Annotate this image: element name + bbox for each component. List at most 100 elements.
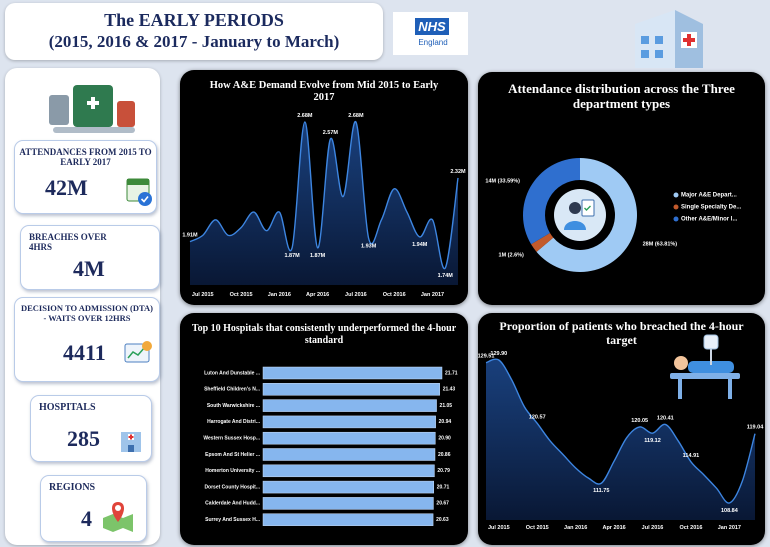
data-label: 111.75 — [593, 488, 609, 494]
data-label: 119.12 — [644, 438, 661, 444]
x-tick-label: Oct 2015 — [230, 292, 253, 298]
line — [189, 121, 459, 270]
data-label: 1.74M — [438, 273, 454, 279]
x-tick-label: Jul 2015 — [192, 292, 214, 298]
donut-chart: 28M (63.81%) 1M (2.6%) 14M (33.59%) Major A… — [485, 158, 742, 272]
data-label: 1.93M — [361, 243, 377, 249]
x-tick-label: Jul 2016 — [642, 525, 664, 531]
cross — [683, 38, 695, 42]
bar — [262, 480, 435, 494]
y-tick-label: Epsom And St Helier ... — [205, 452, 260, 458]
map-pin-icon — [103, 502, 133, 532]
check — [584, 205, 591, 211]
y-tick-label: Sheffield Children's N... — [204, 387, 261, 393]
bed — [670, 373, 740, 379]
chart-title: Proportion of patients who breached the … — [499, 319, 744, 347]
patient-icon — [670, 334, 740, 399]
kpi-value: 4411 — [63, 340, 106, 365]
door — [128, 445, 134, 452]
x-tick-label: Jan 2016 — [268, 292, 291, 298]
kit-cross — [91, 97, 95, 109]
kpi-label: BREACHES OVER 4HRS — [29, 232, 107, 252]
chart-panel: Jul 2015 Oct 2015 Jan 2016 Apr 2016 Jul 2016… — [478, 313, 765, 545]
legend-label: Other A&E/Minor I... — [681, 217, 738, 223]
blanket — [688, 361, 734, 373]
kpi-label: HOSPITALS — [39, 402, 96, 413]
data-label: 20.94 — [439, 419, 452, 425]
bar — [262, 497, 434, 510]
calendar-icon — [126, 178, 152, 206]
bottle — [117, 101, 135, 127]
gear — [142, 341, 152, 351]
x-tick-label: Oct 2016 — [679, 525, 702, 531]
bar — [262, 431, 436, 445]
line-chart: Jul 2015 Oct 2015 Jan 2016 Apr 2016 Jul 2016… — [182, 113, 466, 298]
data-label: 2.68M — [348, 113, 364, 119]
data-label: 21.05 — [440, 403, 453, 409]
kpi-value: 4 — [81, 506, 92, 531]
bed-leg — [678, 379, 682, 399]
data-label: 14M (33.59%) — [485, 178, 520, 184]
legend-label: Single Specialty De... — [681, 205, 742, 211]
data-label: 21.71 — [445, 370, 458, 376]
donut-slice — [523, 158, 580, 245]
y-tick-label: South Warwickshire ... — [207, 403, 261, 409]
bar — [262, 448, 436, 461]
cross — [128, 436, 134, 438]
bed-leg — [728, 379, 732, 399]
chart-panel: Jul 2015 Oct 2015 Jan 2016 Apr 2016 Jul 2016… — [180, 70, 468, 305]
x-tick-label: Jan 2016 — [564, 525, 587, 531]
x-tick-label: Jul 2015 — [488, 525, 510, 531]
check — [140, 196, 149, 203]
person-body — [564, 221, 586, 230]
data-label: 2.57M — [323, 130, 339, 136]
center-icon-bg — [554, 189, 606, 241]
data-label: 108.84 — [721, 508, 739, 514]
y-tick-label: Harrogate And Distri... — [207, 419, 260, 425]
x-tick-label: Oct 2016 — [383, 292, 406, 298]
data-label: 114.91 — [683, 453, 700, 459]
x-tick-label: Apr 2016 — [306, 292, 329, 298]
data-label: 1.87M — [310, 253, 326, 259]
data-label: 1.87M — [284, 253, 300, 259]
tray — [53, 127, 135, 133]
chart-panel: Luton And Dunstable ... 21.71 Sheffield Ch… — [180, 313, 468, 545]
line-chart: Jul 2015 Oct 2015 Jan 2016 Apr 2016 Jul 2016… — [478, 334, 764, 531]
kpi-label: ATTENDANCES FROM 2015 TO EARLY 2017 — [19, 147, 152, 167]
data-label: 20.71 — [437, 484, 450, 490]
x-tick-label: Jan 2017 — [718, 525, 741, 531]
x-tick-label: Oct 2015 — [526, 525, 549, 531]
chart-title: Attendance distribution across the Three… — [508, 81, 735, 111]
donut-slice — [536, 158, 637, 272]
chart-title: How A&E Demand Evolve from Mid 2015 to E… — [209, 80, 439, 103]
hospital-small-icon — [121, 432, 141, 452]
data-label: 20.86 — [438, 452, 451, 458]
kpi-label: REGIONS — [49, 482, 96, 493]
window — [641, 50, 649, 58]
data-label: 2.32M — [450, 169, 466, 175]
header-title: The EARLY PERIODS — [104, 10, 284, 30]
hospital-icon — [635, 10, 703, 68]
kpi-value: 42M — [45, 175, 88, 200]
patient-head — [674, 356, 688, 370]
line — [485, 358, 756, 504]
bar — [262, 366, 443, 380]
kpi-card: HOSPITALS 285 — [30, 395, 152, 462]
data-label: 20.67 — [436, 501, 449, 507]
legend-swatch — [673, 192, 679, 198]
data-label: 129.51 — [478, 354, 494, 360]
bar — [262, 415, 436, 429]
header-subtitle: (2015, 2016 & 2017 - January to March) — [48, 32, 340, 51]
data-label: 2.68M — [297, 113, 313, 119]
pin — [112, 502, 124, 522]
legend-label: Major A&E Depart... — [681, 193, 737, 199]
window — [655, 50, 663, 58]
x-tick-label: Apr 2016 — [602, 525, 625, 531]
data-label: 1.91M — [182, 233, 198, 239]
x-tick-label: Jul 2016 — [345, 292, 367, 298]
monitor — [49, 95, 69, 125]
x-tick-label: Jan 2017 — [421, 292, 444, 298]
bar — [262, 513, 434, 526]
data-label: 119.04 — [747, 425, 764, 431]
